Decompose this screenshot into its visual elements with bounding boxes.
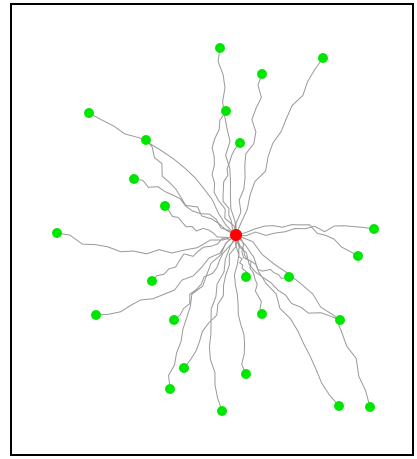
leaf-node [52, 228, 62, 238]
tree-edge [235, 57, 324, 236]
leaf-node [179, 363, 189, 373]
leaf-node [141, 135, 151, 145]
tree-edge [233, 234, 247, 375]
tree-edge [235, 234, 371, 408]
leaf-node [241, 369, 251, 379]
root-node [230, 229, 242, 241]
leaf-node [257, 69, 267, 79]
leaf-node [318, 53, 328, 63]
leaf-node [169, 315, 179, 325]
tree-edge [235, 73, 263, 235]
tree-edge [208, 234, 237, 412]
root-group [230, 229, 242, 241]
leaf-node [284, 272, 294, 282]
leaf-node [241, 272, 251, 282]
leaf-node [221, 106, 231, 116]
leaf-node [84, 108, 94, 118]
leaf-node [165, 384, 175, 394]
tree-edge [164, 205, 237, 239]
leaf-node [91, 310, 101, 320]
tree-edge [56, 232, 237, 255]
leaf-node [257, 309, 267, 319]
tree-edge [235, 234, 340, 407]
leaf-node [215, 43, 225, 53]
tree-edge [88, 112, 237, 236]
tree-edge [211, 110, 237, 236]
tree-edge [133, 178, 237, 236]
plot-border [10, 3, 414, 456]
tree-edge [235, 224, 359, 257]
tree-edge [95, 234, 237, 316]
tree-edge [168, 234, 237, 390]
leaf-node [334, 401, 344, 411]
leaf-node [217, 406, 227, 416]
leaf-node [147, 276, 157, 286]
leaf-node [235, 138, 245, 148]
tree-edge [217, 47, 237, 236]
tree-edge [235, 225, 375, 237]
leaf-node [129, 174, 139, 184]
tree-edge [173, 234, 237, 321]
tree-edge [235, 234, 263, 315]
tree-edge [145, 139, 237, 236]
leaf-node [353, 251, 363, 261]
tree-edge [151, 234, 237, 282]
leaf-node [365, 402, 375, 412]
leaf-node [160, 201, 170, 211]
tree-edge [222, 142, 241, 236]
tree-edge [183, 234, 237, 369]
leaf-group [52, 43, 379, 416]
edge-group [56, 47, 375, 412]
tree-edge [235, 234, 341, 321]
leaf-node [369, 224, 379, 234]
leaf-node [335, 315, 345, 325]
